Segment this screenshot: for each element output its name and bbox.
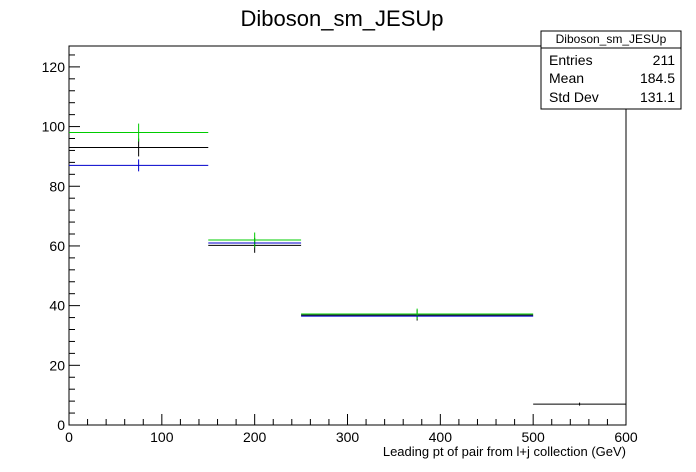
stats-stddev-label: Std Dev [549, 89, 599, 105]
x-tick-label: 0 [65, 429, 73, 445]
stats-box-frame [540, 30, 682, 110]
stats-stddev-value: 131.1 [640, 89, 675, 105]
y-tick-label: 120 [42, 59, 66, 75]
x-axis: 0 100 200 300 400 500 600 [65, 414, 638, 445]
x-axis-title: Leading pt of pair from l+j collection (… [383, 444, 626, 459]
y-tick-label: 0 [57, 417, 65, 433]
stats-mean-label: Mean [549, 70, 584, 86]
y-tick-label: 40 [49, 298, 65, 314]
series-layer [69, 123, 626, 406]
stats-entries-label: Entries [549, 52, 593, 68]
stats-box: Diboson_sm_JESUp Entries 211 Mean 184.5 … [540, 30, 682, 110]
x-tick-label: 600 [614, 429, 638, 445]
x-tick-label: 200 [243, 429, 267, 445]
x-tick-label: 500 [521, 429, 545, 445]
y-axis: 0 20 40 60 80 100 120 [42, 54, 80, 433]
y-tick-label: 80 [49, 178, 65, 194]
chart-title: Diboson_sm_JESUp [241, 6, 444, 31]
y-tick-label: 60 [49, 238, 65, 254]
stats-box-title: Diboson_sm_JESUp [556, 32, 667, 46]
y-tick-label: 100 [42, 119, 66, 135]
x-tick-label: 100 [150, 429, 174, 445]
x-tick-label: 400 [429, 429, 453, 445]
stats-entries-value: 211 [653, 52, 676, 68]
stats-mean-value: 184.5 [640, 70, 675, 86]
x-tick-label: 300 [336, 429, 360, 445]
y-tick-label: 20 [49, 357, 65, 373]
